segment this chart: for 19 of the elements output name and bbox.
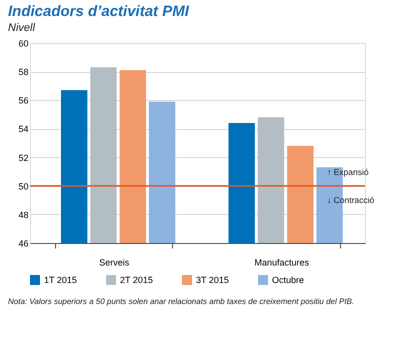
annotation: ↑ Expansió [327,166,369,177]
y-tick-label: 46 [18,238,28,248]
y-tick-label: 52 [18,152,28,163]
legend-label: Octubre [272,275,304,285]
y-tick-label: 60 [18,38,28,48]
chart-subtitle: Nivell [8,22,36,34]
legend-label: 1T 2015 [44,275,77,285]
legend-label: 2T 2015 [120,275,153,285]
y-tick-label: 58 [18,67,28,78]
x-tick-label: Manufactures [254,258,310,268]
text: Nota: Valors superiors a 50 punts solen anar relacionats amb taxes de creixement positiu del PIB. [8,297,354,306]
y-tick-label: 54 [18,124,28,134]
chart-title: Indicadors d’activitat PMI [8,3,190,20]
y-tick-label: 48 [18,210,28,220]
legend-label: 3T 2015 [196,275,229,285]
y-tick-label: 50 [18,181,28,192]
y-tick-label: 56 [18,96,28,106]
annotation: ↓ Contracció [327,194,375,205]
x-tick-label: Serveis [99,258,130,268]
